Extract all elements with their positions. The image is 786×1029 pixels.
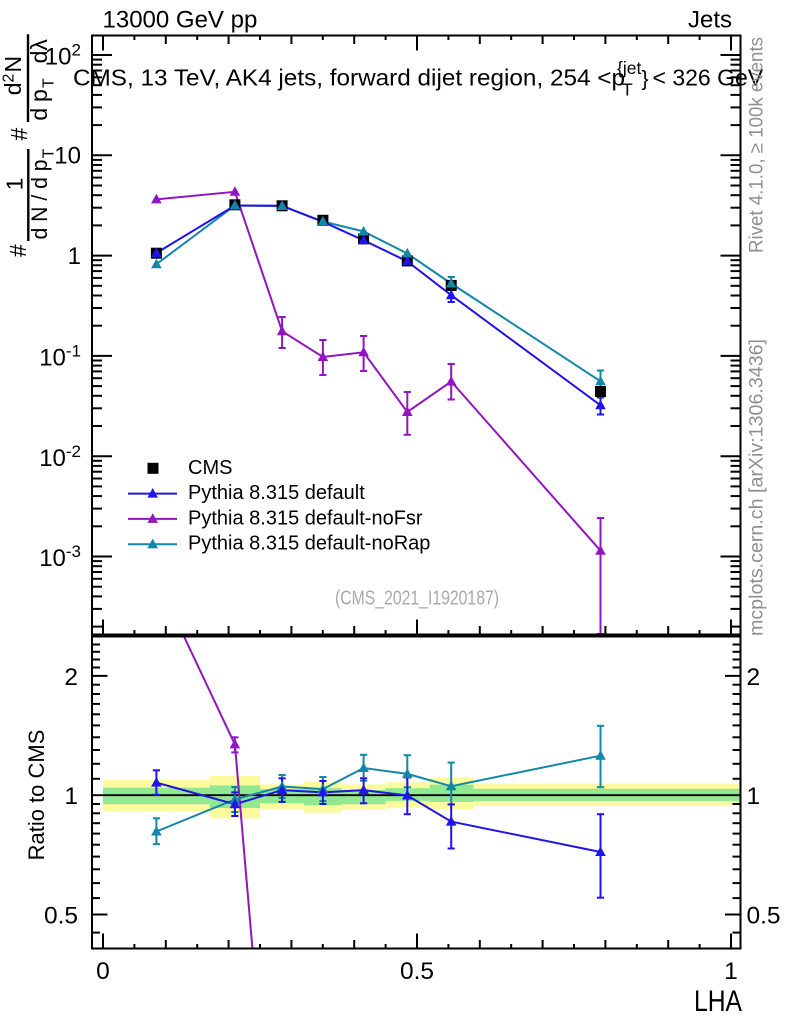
svg-text:Rivet 4.1.0, ≥ 100k events: Rivet 4.1.0, ≥ 100k events <box>746 37 768 253</box>
svg-text:#: # <box>6 128 32 141</box>
svg-text:10: 10 <box>39 445 66 472</box>
svg-text:2: 2 <box>72 41 81 60</box>
svg-text:#: # <box>5 244 31 257</box>
svg-text:Pythia 8.315 default-noRap: Pythia 8.315 default-noRap <box>188 533 430 555</box>
svg-text:T: T <box>622 80 633 100</box>
svg-text:}: } <box>642 68 649 91</box>
svg-text:-2: -2 <box>66 442 81 461</box>
svg-text:p: p <box>26 89 52 102</box>
svg-text:10: 10 <box>54 143 81 170</box>
svg-text:N: N <box>0 56 26 73</box>
svg-text:1: 1 <box>747 783 761 810</box>
svg-text:CMS: CMS <box>188 457 232 479</box>
svg-text:mcplots.cern.ch [arXiv:1306.34: mcplots.cern.ch [arXiv:1306.3436] <box>746 339 768 636</box>
svg-text:< 326 GeV: < 326 GeV <box>653 65 764 91</box>
svg-text:10: 10 <box>39 345 66 372</box>
svg-text:dλ: dλ <box>26 39 52 64</box>
svg-text:2: 2 <box>1 74 18 83</box>
svg-text:CMS, 13 TeV, AK4 jets, forward: CMS, 13 TeV, AK4 jets, forward dijet reg… <box>73 65 625 91</box>
svg-text:1: 1 <box>2 178 28 191</box>
svg-text:Pythia 8.315 default: Pythia 8.315 default <box>188 482 365 504</box>
svg-text:Pythia 8.315 default-noFsr: Pythia 8.315 default-noFsr <box>188 508 423 530</box>
svg-text:1: 1 <box>64 783 78 810</box>
svg-text:10: 10 <box>45 44 72 71</box>
svg-text:{jet: {jet <box>617 58 641 78</box>
svg-text:LHA: LHA <box>694 985 742 1018</box>
svg-text:10: 10 <box>39 545 66 572</box>
svg-text:1: 1 <box>724 958 738 985</box>
svg-text:0.5: 0.5 <box>747 903 781 930</box>
svg-text:2: 2 <box>64 664 78 691</box>
svg-text:Jets: Jets <box>688 7 732 34</box>
svg-text:2: 2 <box>747 664 761 691</box>
svg-text:13000 GeV pp: 13000 GeV pp <box>103 7 258 34</box>
svg-text:(CMS_2021_I1920187): (CMS_2021_I1920187) <box>335 587 499 609</box>
svg-text:d: d <box>26 108 52 121</box>
svg-text:d: d <box>0 82 26 95</box>
svg-text:T: T <box>41 78 58 88</box>
svg-text:0.5: 0.5 <box>400 958 434 985</box>
svg-text:Ratio to CMS: Ratio to CMS <box>24 730 49 861</box>
svg-text:T: T <box>41 149 58 159</box>
svg-text:-1: -1 <box>66 342 81 361</box>
svg-text:-3: -3 <box>66 542 81 561</box>
svg-text:0: 0 <box>96 958 110 985</box>
svg-text:1: 1 <box>68 243 81 270</box>
svg-text:d N / d p: d N / d p <box>27 160 52 240</box>
svg-text:0.5: 0.5 <box>44 903 78 930</box>
